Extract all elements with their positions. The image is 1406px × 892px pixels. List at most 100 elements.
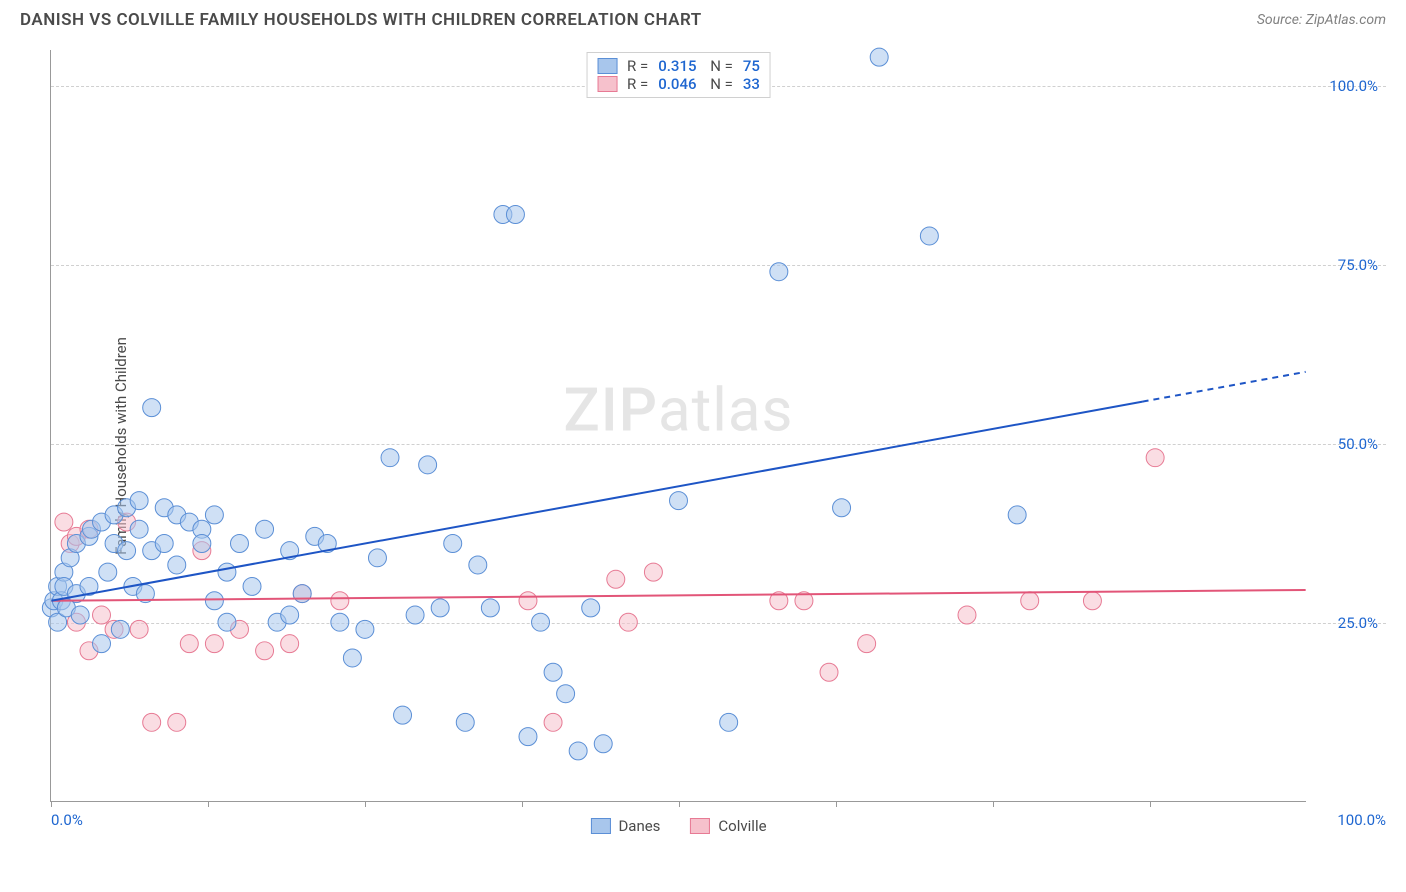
x-tick (993, 801, 994, 807)
legend-r-value-danes: 0.315 (658, 57, 696, 75)
x-tick (679, 801, 680, 807)
scatter-point (557, 685, 575, 703)
scatter-point (256, 520, 274, 538)
scatter-point (155, 535, 173, 553)
scatter-point (619, 613, 637, 631)
scatter-point (456, 713, 474, 731)
legend-item-danes: Danes (590, 817, 660, 835)
scatter-point (833, 499, 851, 517)
scatter-point (1021, 592, 1039, 610)
x-tick (836, 801, 837, 807)
scatter-point (243, 577, 261, 595)
y-tick-label: 100.0% (1329, 77, 1378, 95)
scatter-point (143, 399, 161, 417)
scatter-point (394, 706, 412, 724)
scatter-point (920, 227, 938, 245)
scatter-point (406, 606, 424, 624)
scatter-point (506, 206, 524, 224)
x-tick (365, 801, 366, 807)
scatter-point (256, 642, 274, 660)
y-tick-label: 50.0% (1338, 435, 1378, 453)
scatter-point (381, 449, 399, 467)
scatter-point (469, 556, 487, 574)
chart-container: Family Households with Children ZIPatlas… (50, 50, 1386, 842)
scatter-point (582, 599, 600, 617)
scatter-point (218, 613, 236, 631)
scatter-point (130, 520, 148, 538)
scatter-point (368, 549, 386, 567)
scatter-point (356, 620, 374, 638)
legend-row-danes: R = 0.315 N = 75 (597, 57, 760, 75)
scatter-point (130, 620, 148, 638)
legend-n-label: N = (707, 75, 733, 93)
legend-label-danes: Danes (618, 817, 660, 835)
scatter-point (594, 735, 612, 753)
scatter-point (519, 592, 537, 610)
scatter-point (444, 535, 462, 553)
scatter-point (205, 592, 223, 610)
y-tick-label: 25.0% (1338, 614, 1378, 632)
legend-swatch-danes (597, 58, 617, 74)
scatter-point (858, 635, 876, 653)
scatter-point (720, 713, 738, 731)
scatter-point (93, 606, 111, 624)
scatter-point (55, 513, 73, 531)
scatter-point (168, 713, 186, 731)
scatter-point (218, 563, 236, 581)
scatter-svg (51, 50, 1306, 801)
x-axis-max-label: 100.0% (1337, 811, 1386, 829)
legend-label-colville: Colville (718, 817, 766, 835)
x-axis-min-label: 0.0% (51, 811, 83, 829)
scatter-point (1008, 506, 1026, 524)
legend-n-label: N = (707, 57, 733, 75)
x-tick (208, 801, 209, 807)
scatter-point (569, 742, 587, 760)
y-tick-label: 75.0% (1338, 256, 1378, 274)
source-attribution: Source: ZipAtlas.com (1257, 12, 1386, 28)
scatter-point (281, 635, 299, 653)
legend-n-value-danes: 75 (743, 57, 760, 75)
scatter-point (544, 713, 562, 731)
chart-title: DANISH VS COLVILLE FAMILY HOUSEHOLDS WIT… (20, 10, 702, 30)
scatter-point (111, 620, 129, 638)
trend-line (51, 402, 1142, 601)
legend-r-label: R = (627, 57, 648, 75)
scatter-point (532, 613, 550, 631)
scatter-point (193, 535, 211, 553)
scatter-point (293, 585, 311, 603)
scatter-point (281, 606, 299, 624)
scatter-point (544, 663, 562, 681)
scatter-point (431, 599, 449, 617)
legend-r-label: R = (627, 75, 648, 93)
series-legend: Danes Colville (590, 817, 766, 835)
scatter-point (130, 492, 148, 510)
scatter-point (118, 542, 136, 560)
legend-swatch-colville (690, 818, 710, 834)
scatter-point (205, 635, 223, 653)
scatter-point (230, 535, 248, 553)
scatter-point (168, 556, 186, 574)
scatter-point (1083, 592, 1101, 610)
scatter-point (607, 570, 625, 588)
plot-area: ZIPatlas R = 0.315 N = 75 R = 0.046 N = … (50, 50, 1306, 802)
legend-r-value-colville: 0.046 (658, 75, 696, 93)
scatter-point (419, 456, 437, 474)
scatter-point (205, 506, 223, 524)
trend-line (51, 590, 1305, 601)
legend-item-colville: Colville (690, 817, 766, 835)
legend-n-value-colville: 33 (743, 75, 760, 93)
scatter-point (670, 492, 688, 510)
scatter-point (870, 48, 888, 66)
scatter-point (99, 563, 117, 581)
scatter-point (820, 663, 838, 681)
scatter-point (143, 713, 161, 731)
scatter-point (1146, 449, 1164, 467)
scatter-point (343, 649, 361, 667)
scatter-point (71, 606, 89, 624)
scatter-point (93, 635, 111, 653)
trend-line-extrapolated (1143, 372, 1306, 402)
scatter-point (481, 599, 499, 617)
x-tick (51, 801, 52, 807)
x-tick (522, 801, 523, 807)
scatter-point (958, 606, 976, 624)
